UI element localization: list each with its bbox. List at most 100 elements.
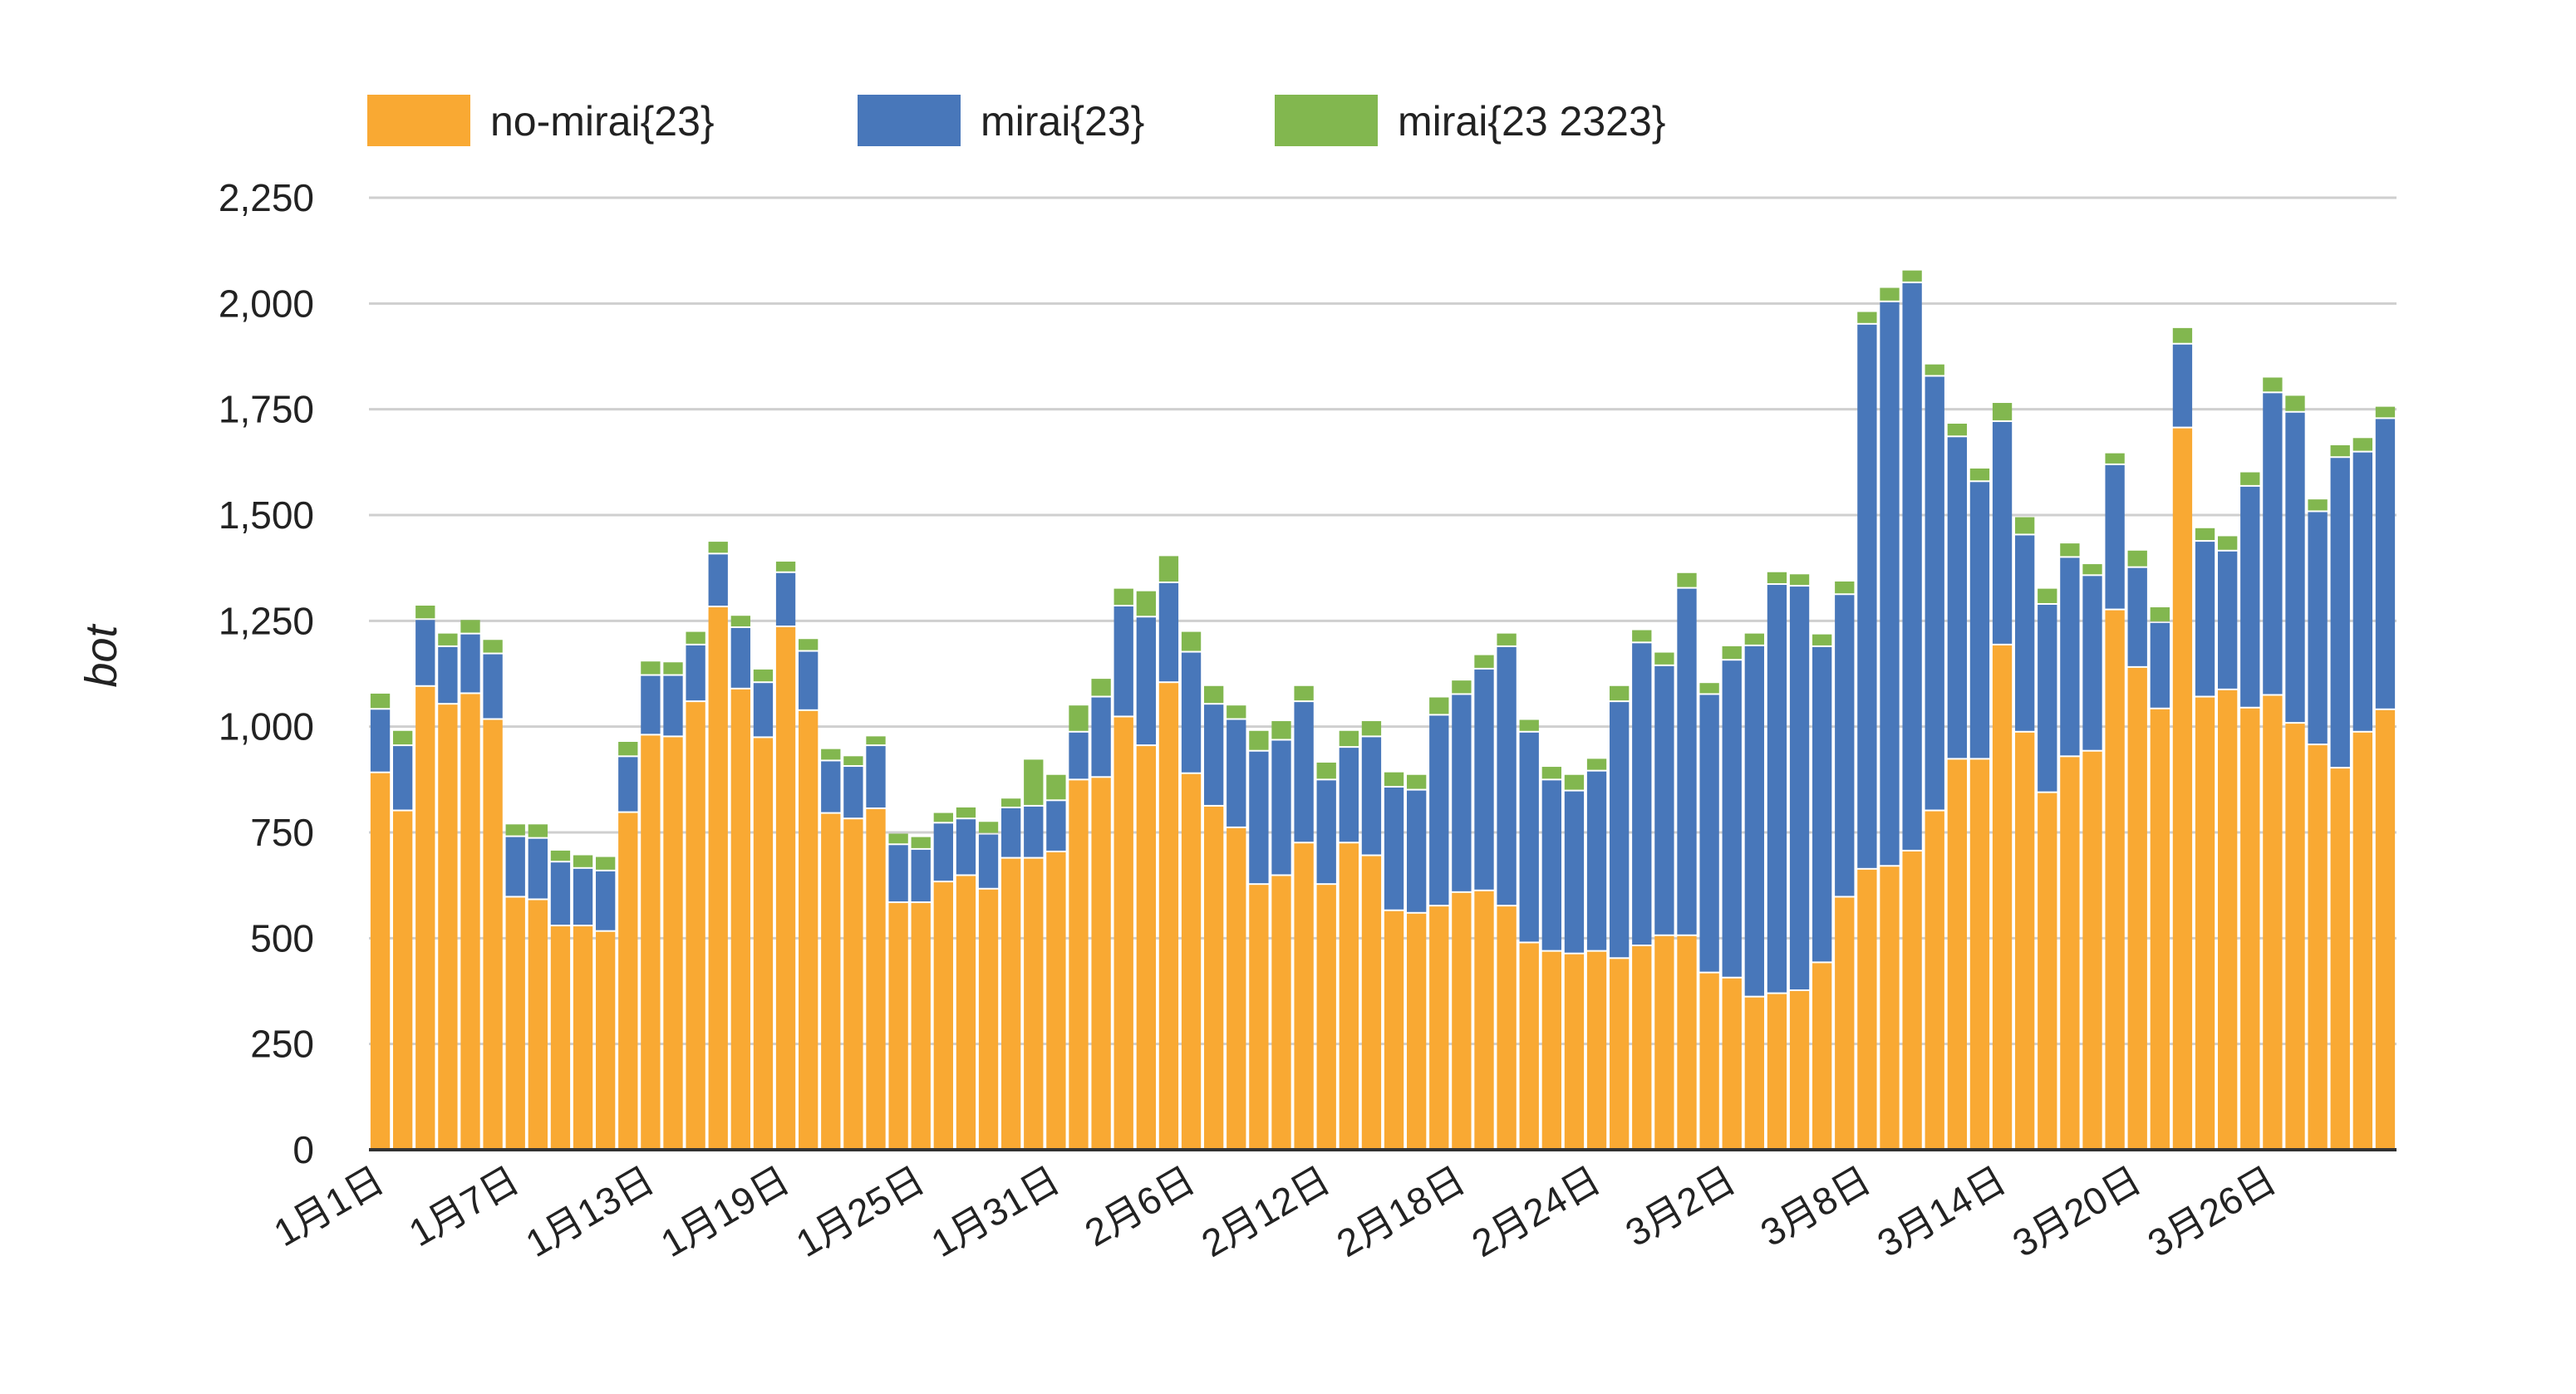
bar-no-mirai bbox=[596, 931, 616, 1150]
bar-no-mirai bbox=[708, 607, 728, 1150]
y-tick-label: 250 bbox=[250, 1023, 314, 1066]
bar-mirai bbox=[2060, 557, 2080, 756]
y-tick-label: 2,250 bbox=[219, 176, 314, 219]
bar-no-mirai bbox=[1767, 994, 1787, 1150]
bar-mirai bbox=[1947, 437, 1967, 758]
bar-mirai-2323 bbox=[2082, 564, 2102, 575]
bar-mirai bbox=[2285, 412, 2305, 723]
bar-mirai-2323 bbox=[1677, 572, 1697, 587]
bar-no-mirai bbox=[1339, 843, 1359, 1150]
bar-mirai-2323 bbox=[2285, 395, 2305, 411]
bar-no-mirai bbox=[753, 738, 774, 1150]
bar-no-mirai bbox=[641, 735, 661, 1150]
bar-mirai bbox=[415, 620, 435, 685]
bar-mirai bbox=[460, 634, 480, 693]
bar-mirai-2323 bbox=[460, 620, 480, 633]
bar-mirai-2323 bbox=[1429, 697, 1449, 714]
bar-mirai bbox=[866, 746, 886, 807]
bar-no-mirai bbox=[1024, 858, 1044, 1150]
bar-mirai bbox=[708, 554, 728, 606]
y-axis-label: bot bbox=[76, 623, 126, 687]
bar-mirai bbox=[528, 838, 548, 899]
bar-no-mirai bbox=[1857, 869, 1877, 1150]
bar-mirai bbox=[1925, 376, 1944, 810]
bar-no-mirai bbox=[1294, 843, 1314, 1150]
x-tick-label: 3月26日 bbox=[2141, 1158, 2283, 1265]
bar-mirai-2323 bbox=[978, 822, 999, 833]
bar-mirai bbox=[1744, 645, 1764, 996]
bar-mirai-2323 bbox=[573, 855, 593, 867]
bar-mirai bbox=[933, 823, 953, 881]
bar-mirai-2323 bbox=[1610, 685, 1630, 701]
bar-mirai-2323 bbox=[483, 640, 503, 653]
bar-no-mirai bbox=[1204, 806, 1224, 1150]
bar-mirai-2323 bbox=[1474, 655, 1494, 668]
y-tick-label: 0 bbox=[293, 1128, 314, 1171]
bar-mirai bbox=[618, 757, 638, 812]
bar-mirai-2323 bbox=[1249, 730, 1269, 750]
x-tick-label: 3月14日 bbox=[1870, 1158, 2013, 1265]
bar-mirai-2323 bbox=[505, 824, 525, 836]
bar-mirai bbox=[641, 675, 661, 734]
legend-swatch bbox=[858, 95, 961, 146]
bar-mirai-2323 bbox=[550, 850, 571, 861]
bar-mirai bbox=[1632, 643, 1652, 945]
bar-mirai bbox=[978, 834, 999, 888]
bar-mirai bbox=[1181, 652, 1202, 773]
bar-mirai-2323 bbox=[2127, 550, 2147, 567]
x-tick-label: 1月1日 bbox=[267, 1158, 391, 1255]
bar-no-mirai bbox=[1271, 876, 1291, 1150]
x-tick-label: 1月25日 bbox=[789, 1158, 932, 1265]
bar-mirai-2323 bbox=[1361, 721, 1382, 736]
bar-mirai bbox=[1677, 588, 1697, 935]
bar-no-mirai bbox=[370, 773, 391, 1150]
x-tick-label: 3月8日 bbox=[1753, 1158, 1878, 1255]
bar-mirai bbox=[2038, 604, 2057, 792]
bar-no-mirai bbox=[866, 808, 886, 1150]
bar-mirai bbox=[1271, 740, 1291, 875]
x-tick-label: 2月6日 bbox=[1078, 1158, 1202, 1255]
bar-no-mirai bbox=[1835, 897, 1855, 1150]
bar-mirai-2323 bbox=[1519, 719, 1539, 731]
bar-no-mirai bbox=[888, 903, 908, 1150]
bar-mirai bbox=[2330, 458, 2350, 768]
bar-no-mirai bbox=[1181, 773, 1202, 1150]
bar-mirai-2323 bbox=[1767, 572, 1787, 584]
bar-mirai bbox=[2195, 542, 2215, 696]
bar-no-mirai bbox=[1969, 759, 1990, 1150]
bar-mirai bbox=[505, 837, 525, 896]
bar-no-mirai bbox=[2105, 610, 2125, 1150]
bar-mirai bbox=[1564, 791, 1585, 953]
bar-mirai-2323 bbox=[618, 742, 638, 756]
bar-no-mirai bbox=[438, 704, 458, 1150]
bar-mirai-2323 bbox=[1024, 759, 1044, 805]
bar-no-mirai bbox=[663, 737, 683, 1150]
bar-no-mirai bbox=[2263, 695, 2283, 1150]
bar-no-mirai bbox=[528, 900, 548, 1150]
x-tick-label: 1月13日 bbox=[519, 1158, 661, 1265]
y-tick-label: 750 bbox=[250, 811, 314, 854]
bar-mirai bbox=[911, 849, 931, 902]
bar-no-mirai bbox=[1113, 717, 1133, 1150]
bar-mirai bbox=[483, 654, 503, 719]
bar-mirai bbox=[1136, 617, 1156, 745]
bar-mirai bbox=[1699, 695, 1719, 972]
bar-mirai bbox=[1654, 665, 1674, 935]
bar-mirai bbox=[1361, 737, 1382, 855]
bar-mirai-2323 bbox=[799, 639, 819, 650]
bar-no-mirai bbox=[1654, 935, 1674, 1150]
bar-no-mirai bbox=[1947, 759, 1967, 1150]
bar-no-mirai bbox=[1677, 935, 1697, 1150]
bar-no-mirai bbox=[2195, 697, 2215, 1150]
bar-mirai bbox=[1880, 302, 1900, 866]
x-tick-label: 1月31日 bbox=[924, 1158, 1067, 1265]
bar-mirai-2323 bbox=[1992, 403, 2013, 420]
bar-mirai bbox=[2352, 452, 2372, 731]
legend-swatch bbox=[367, 95, 470, 146]
bar-mirai-2323 bbox=[415, 605, 435, 619]
bar-mirai-2323 bbox=[888, 833, 908, 844]
bar-mirai-2323 bbox=[1564, 774, 1585, 790]
bar-no-mirai bbox=[2127, 667, 2147, 1150]
bar-mirai bbox=[1789, 587, 1810, 989]
